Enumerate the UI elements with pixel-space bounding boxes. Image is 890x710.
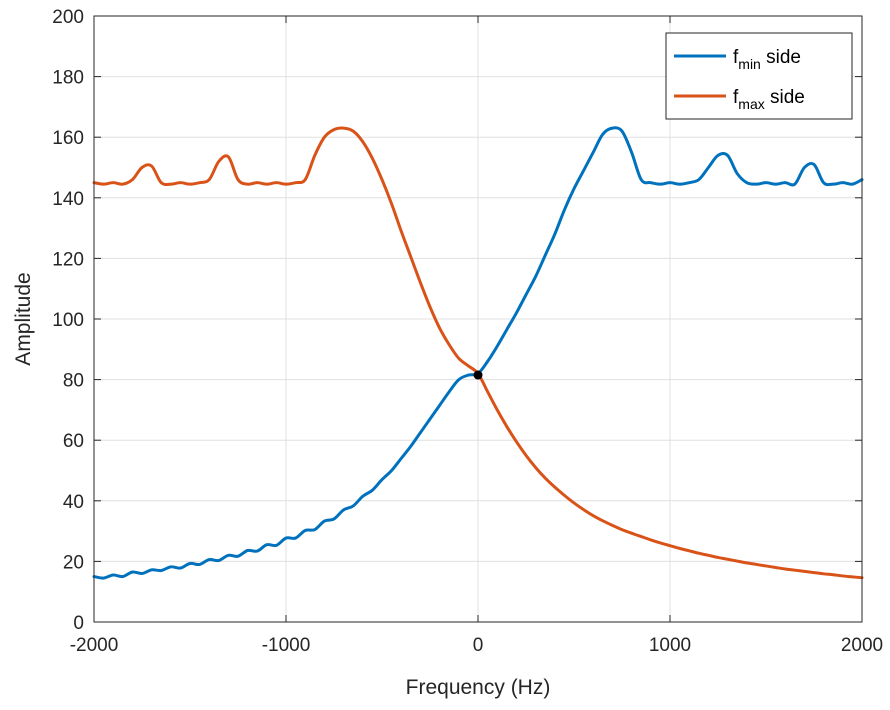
intersection-point bbox=[473, 370, 483, 380]
y-axis-title: Amplitude bbox=[12, 272, 35, 365]
legend-label: fmin side bbox=[733, 47, 801, 72]
y-tick-label: 20 bbox=[63, 552, 84, 573]
legend-label-base: f bbox=[733, 47, 739, 68]
y-tick-label: 100 bbox=[52, 310, 84, 331]
legend-label-base: f bbox=[733, 87, 739, 108]
y-tick-label: 80 bbox=[63, 371, 84, 392]
legend-label-suffix: side bbox=[765, 87, 805, 108]
y-tick-label: 200 bbox=[52, 7, 84, 28]
x-tick-label: 2000 bbox=[841, 635, 883, 656]
legend-label-suffix: side bbox=[761, 47, 801, 68]
y-tick-label: 40 bbox=[63, 492, 84, 513]
x-tick-label: 1000 bbox=[649, 635, 691, 656]
y-tick-label: 60 bbox=[63, 431, 84, 452]
y-tick-label: 0 bbox=[73, 613, 84, 634]
marker-layer bbox=[473, 370, 483, 380]
y-tick-label: 160 bbox=[52, 128, 84, 149]
legend-label-subscript: min bbox=[738, 56, 761, 72]
legend-label: fmax side bbox=[733, 87, 805, 112]
x-tick-label: 0 bbox=[473, 635, 484, 656]
y-axis: 0 20 40 60 80 100 120 140 160 180 200 bbox=[52, 7, 862, 634]
y-tick-label: 140 bbox=[52, 189, 84, 210]
x-axis-title: Frequency (Hz) bbox=[406, 676, 551, 699]
y-tick-label: 180 bbox=[52, 68, 84, 89]
y-tick-label: 120 bbox=[52, 249, 84, 270]
x-tick-label: -1000 bbox=[262, 635, 311, 656]
legend-box bbox=[665, 32, 853, 120]
x-tick-label: -2000 bbox=[70, 635, 119, 656]
x-axis: -2000 -1000 0 1000 2000 bbox=[70, 16, 883, 656]
legend-label-subscript: max bbox=[738, 96, 764, 112]
